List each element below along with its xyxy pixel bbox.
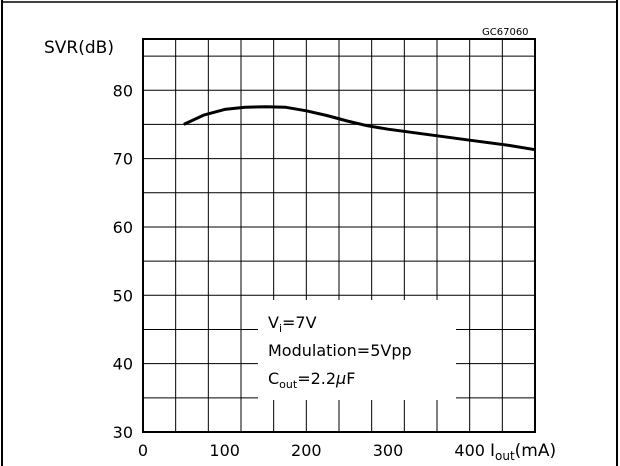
annotation-line1-sub: i	[279, 322, 282, 335]
annotation-box	[258, 300, 456, 400]
plot-area	[142, 38, 536, 433]
y-tick-label: 80	[113, 81, 133, 100]
grid	[143, 39, 535, 432]
annotation-line1: Vi=7V	[268, 313, 317, 335]
series	[183, 105, 536, 152]
annotation-line3-unit: F	[346, 369, 355, 388]
annotation-line3-sub: out	[279, 378, 298, 391]
x-axis-label: Iout(mA)	[490, 441, 556, 463]
x-tick-label: 200	[291, 441, 322, 460]
y-tick-label: 50	[113, 286, 133, 305]
x-tick-label: 100	[209, 441, 240, 460]
figure-id: GC67060	[482, 27, 529, 38]
y-tick-label: 70	[113, 150, 133, 169]
y-axis-label: SVR(dB)	[44, 38, 114, 58]
annotation-line2: Modulation=5Vpp	[268, 341, 412, 360]
annotation-line3-rest: =2.2	[297, 369, 336, 388]
x-tick-label: 400	[454, 441, 485, 460]
annotation-line3-mu: μ	[335, 369, 346, 388]
y-tick-labels: 30 40 50 60 70 80	[113, 81, 133, 442]
annotation-line3-main: C	[268, 369, 279, 388]
y-tick-label: 30	[113, 423, 133, 442]
x-tick-label: 300	[373, 441, 404, 460]
annotation-line3: Cout=2.2μF	[268, 369, 355, 391]
y-tick-label: 40	[113, 355, 133, 374]
x-axis-label-unit: (mA)	[515, 441, 556, 461]
x-axis-label-sub: out	[495, 449, 515, 463]
x-tick-labels: 0 100 200 300 400	[138, 441, 485, 460]
y-tick-label: 60	[113, 218, 133, 237]
series-line-0	[183, 105, 536, 152]
annotation-line1-main: V	[268, 313, 279, 332]
x-tick-label: 0	[138, 441, 148, 460]
x-axis-label-main: I	[490, 441, 495, 461]
annotation-line1-rest: =7V	[282, 313, 317, 332]
